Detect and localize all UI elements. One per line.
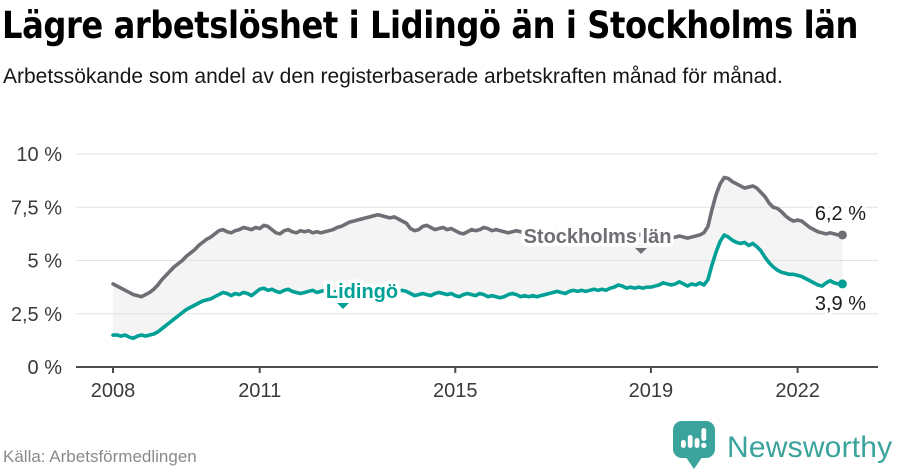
x-tick-label: 2022 bbox=[775, 380, 820, 402]
stockholm-label-pointer-icon bbox=[635, 248, 647, 254]
x-tick-label: 2019 bbox=[629, 380, 674, 402]
lidingo-series-label: Lidingö bbox=[326, 281, 398, 303]
lidingo-end-dot bbox=[837, 279, 847, 289]
source-note: Källa: Arbetsförmedlingen bbox=[3, 447, 197, 466]
lidingo-line bbox=[111, 233, 845, 341]
stockholm-end-value-label: 6,2 % bbox=[815, 203, 866, 225]
x-tick-label: 2008 bbox=[91, 380, 136, 402]
bar-medium bbox=[694, 438, 700, 448]
bar-tall bbox=[687, 435, 693, 448]
x-tick-label: 2011 bbox=[238, 380, 281, 402]
y-tick-label: 2,5 % bbox=[11, 304, 62, 326]
bar-small bbox=[681, 440, 686, 448]
stockholm-series-label: Stockholms län bbox=[524, 226, 672, 248]
speech-bubble-shape bbox=[673, 421, 715, 469]
newsworthy-speech-bubble-barchart-icon bbox=[673, 421, 715, 469]
lidingo-label-pointer-icon bbox=[337, 303, 349, 309]
y-tick-label: 7,5 % bbox=[11, 197, 62, 219]
stockholm-end-dot bbox=[837, 230, 847, 240]
y-tick-label: 0 % bbox=[28, 357, 63, 379]
y-tick-label: 5 % bbox=[28, 251, 63, 273]
between-series-fill bbox=[113, 177, 843, 339]
x-tick-label: 2015 bbox=[433, 380, 478, 402]
y-tick-label: 10 % bbox=[16, 144, 62, 166]
page-subtitle: Arbetssökande som andel av den registerb… bbox=[3, 65, 783, 88]
stockholm-line bbox=[111, 175, 845, 299]
brand-wordmark: Newsworthy bbox=[727, 431, 893, 464]
lidingo-end-value-label: 3,9 % bbox=[815, 293, 866, 315]
exclamation-bar bbox=[701, 428, 707, 441]
line-chart: 0 % 2,5 % 5 % 7,5 % 10 % 2008 2011 2015 2019 2022… bbox=[11, 144, 878, 402]
newsworthy-logo: Newsworthy bbox=[672, 420, 898, 472]
page-title: Lägre arbetslöshet i Lidingö än i Stockh… bbox=[2, 4, 859, 47]
exclamation-dot bbox=[701, 442, 707, 449]
